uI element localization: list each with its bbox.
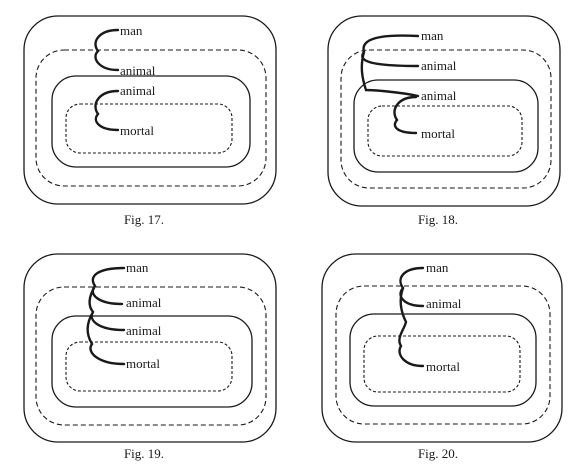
term-mortal: mortal bbox=[120, 123, 154, 138]
link-animal-mortal bbox=[94, 89, 120, 132]
term-animal: animal bbox=[426, 296, 462, 311]
link-man-animal bbox=[94, 28, 120, 72]
outer-solid-boundary bbox=[23, 15, 277, 205]
caption-fig-18: Fig. 18. bbox=[418, 212, 458, 227]
caption-fig-20: Fig. 20. bbox=[418, 446, 458, 461]
inner-dashed-boundary bbox=[367, 105, 523, 157]
term-animal-inner: animal bbox=[126, 323, 162, 338]
link-man-animal-mortal bbox=[398, 266, 425, 368]
term-animal-inner: animal bbox=[421, 88, 457, 103]
panel-fig-17: man animal animal mortal Fig. 17. bbox=[23, 15, 277, 227]
term-man: man bbox=[426, 260, 449, 275]
term-animal-outer: animal bbox=[120, 63, 156, 78]
outer-solid-boundary bbox=[23, 253, 277, 443]
outer-dashed-boundary bbox=[35, 286, 267, 426]
inner-dashed-boundary bbox=[65, 103, 233, 154]
panel-fig-20: man animal mortal Fig. 20. bbox=[321, 253, 563, 461]
panel-fig-19: man animal animal mortal Fig. 19. bbox=[23, 253, 277, 461]
term-man: man bbox=[421, 28, 444, 43]
inner-dashed-boundary bbox=[65, 341, 233, 392]
term-animal-outer: animal bbox=[421, 58, 457, 73]
outer-solid-boundary bbox=[327, 15, 561, 207]
link-man-animal-animal bbox=[360, 34, 420, 98]
term-man: man bbox=[126, 260, 149, 275]
outer-dashed-boundary bbox=[340, 49, 552, 189]
term-animal-inner: animal bbox=[120, 83, 156, 98]
caption-fig-17: Fig. 17. bbox=[124, 212, 164, 227]
outer-dashed-boundary bbox=[335, 285, 551, 425]
outer-solid-boundary bbox=[321, 253, 563, 443]
link-chain-all-terms bbox=[86, 266, 126, 366]
inner-solid-boundary bbox=[51, 315, 253, 408]
term-mortal: mortal bbox=[421, 126, 455, 141]
caption-fig-19: Fig. 19. bbox=[124, 446, 164, 461]
outer-dashed-boundary bbox=[35, 49, 267, 187]
term-mortal: mortal bbox=[126, 356, 160, 371]
term-man: man bbox=[120, 23, 143, 38]
inner-solid-boundary bbox=[51, 75, 251, 168]
link-animal-mortal bbox=[393, 95, 418, 135]
term-animal-outer: animal bbox=[126, 295, 162, 310]
term-mortal: mortal bbox=[426, 359, 460, 374]
inner-solid-boundary bbox=[353, 79, 539, 173]
inner-solid-boundary bbox=[349, 313, 537, 407]
panel-fig-18: man animal animal mortal Fig. 18. bbox=[327, 15, 561, 227]
